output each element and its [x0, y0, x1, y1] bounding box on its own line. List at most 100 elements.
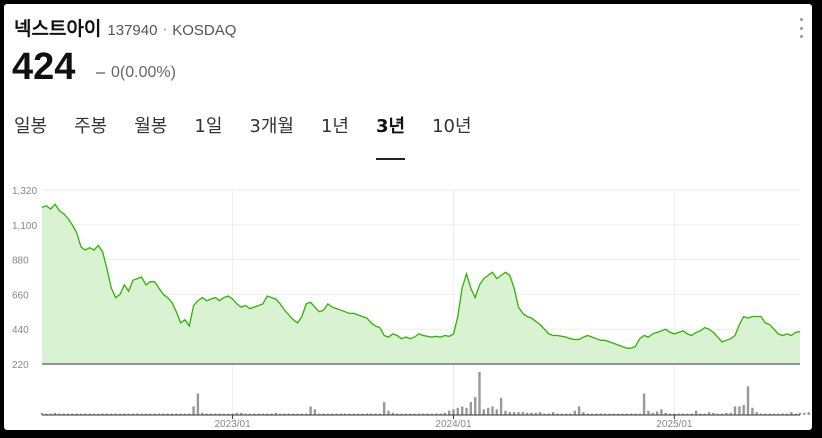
tab-10-years[interactable]: 10년	[432, 116, 472, 137]
stock-code: 137940	[107, 22, 158, 39]
volume-bar	[127, 413, 130, 415]
volume-bar	[162, 413, 165, 415]
volume-bar	[153, 413, 156, 415]
y-tick-label: 880	[12, 256, 29, 267]
tab-1-day[interactable]: 1일	[194, 116, 223, 137]
volume-bar	[430, 413, 433, 415]
volume-bar	[88, 413, 91, 415]
volume-bar	[231, 413, 234, 415]
volume-bar	[738, 406, 741, 415]
volume-bar	[772, 413, 776, 415]
volume-bar	[569, 413, 572, 415]
volume-bar	[707, 412, 711, 415]
volume-bar	[296, 413, 299, 415]
volume-bar	[58, 413, 61, 415]
volume-bar	[49, 413, 52, 415]
volume-bar	[287, 413, 291, 415]
volume-bar	[512, 412, 516, 415]
volume-bar	[378, 413, 382, 415]
volume-bar	[179, 413, 182, 415]
volume-bar	[218, 413, 221, 415]
volume-bar	[781, 413, 784, 415]
volume-bar	[755, 412, 758, 415]
volume-bar	[564, 413, 568, 415]
volume-bar	[149, 413, 152, 415]
volume-bar	[361, 413, 364, 415]
volume-bar	[396, 413, 399, 415]
volume-bar	[599, 413, 602, 415]
volume-bar	[344, 413, 347, 415]
price-line	[41, 203, 801, 349]
volume-bar	[62, 413, 65, 415]
volume-bar	[469, 402, 472, 415]
volume-bar	[270, 413, 273, 415]
price-chart[interactable]: 1,320 1,100 880 660 440 220 2023/01 2024/01 2025…	[4, 180, 812, 430]
x-tick-label: 2023/01	[215, 419, 252, 430]
volume-bar	[487, 407, 490, 415]
volume-bar	[318, 413, 321, 415]
volume-bar	[759, 413, 763, 415]
volume-bar	[668, 413, 672, 415]
volume-bar	[71, 413, 74, 415]
volume-bar	[681, 413, 685, 415]
volume-bar	[777, 413, 780, 415]
volume-bar	[157, 413, 161, 415]
volume-bar	[144, 413, 148, 415]
volume-bar	[422, 413, 425, 415]
volume-bar	[235, 412, 239, 415]
volume-bar	[577, 406, 581, 415]
volume-bar	[426, 413, 429, 415]
volume-bar	[240, 412, 243, 415]
volume-bar	[188, 413, 191, 415]
tab-3-months[interactable]: 3개월	[249, 116, 294, 137]
tab-1-year[interactable]: 1년	[320, 116, 349, 137]
tab-weekly[interactable]: 주봉	[74, 116, 108, 137]
volume-bar	[582, 412, 585, 415]
volume-bar	[409, 413, 412, 415]
volume-bar	[499, 397, 503, 415]
price-area	[42, 204, 800, 364]
volume-bar	[114, 413, 117, 415]
volume-bar	[201, 412, 204, 415]
volume-bar	[456, 407, 459, 415]
kebab-menu-icon[interactable]	[798, 18, 804, 38]
x-tick-label: 2025/01	[656, 419, 693, 430]
volume-bar	[530, 412, 533, 415]
volume-bar	[448, 410, 451, 415]
volume-bar	[803, 412, 806, 415]
tab-3-years[interactable]: 3년	[375, 114, 406, 160]
volume-bar	[326, 413, 330, 415]
stock-name[interactable]: 넥스트아이	[14, 18, 102, 40]
tab-monthly[interactable]: 월봉	[134, 116, 168, 137]
volume-bar	[807, 412, 810, 415]
volume-bar	[790, 412, 793, 415]
volume-bar	[586, 413, 589, 415]
volume-bar	[551, 412, 555, 415]
volume-bar	[699, 413, 702, 415]
volume-bar	[634, 413, 637, 415]
volume-bar	[461, 406, 464, 415]
volume-bar	[720, 413, 724, 415]
volume-bar	[655, 411, 659, 415]
volume-bar	[538, 412, 542, 415]
volume-bar	[348, 413, 351, 415]
volume-bar	[616, 413, 620, 415]
volume-bar	[175, 413, 178, 415]
volume-bar	[322, 413, 325, 415]
volume-bar	[248, 413, 252, 415]
volume-bar	[92, 413, 96, 415]
volume-bar	[370, 413, 373, 415]
volume-bar	[192, 406, 195, 415]
volume-bar	[517, 412, 520, 415]
volume-bar	[105, 413, 109, 415]
volume-bar	[686, 413, 689, 415]
volume-bar	[274, 412, 278, 415]
no-change-icon	[96, 72, 105, 74]
volume-bar	[573, 410, 576, 415]
volume-bar	[417, 413, 420, 415]
tab-daily[interactable]: 일봉	[14, 116, 48, 137]
volume-bar	[300, 413, 304, 415]
volume-bar	[798, 412, 802, 415]
volume-bar	[365, 413, 369, 415]
volume-bar	[794, 413, 797, 415]
